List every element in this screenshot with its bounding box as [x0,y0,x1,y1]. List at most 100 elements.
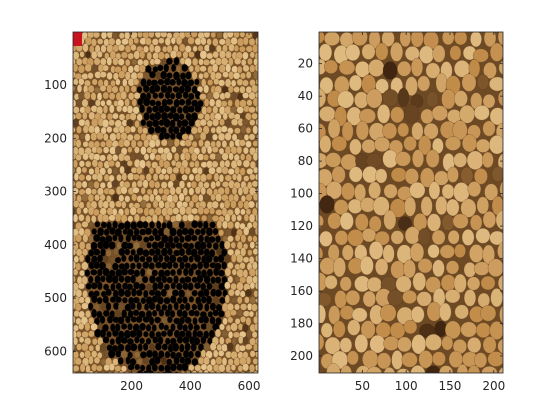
seed [205,227,214,237]
seed [126,160,133,167]
seed [90,92,97,101]
seed [170,282,177,290]
seed [224,294,230,304]
seed [239,32,246,38]
seed [475,322,491,339]
seed [340,365,353,373]
seed [142,220,149,229]
seed [81,248,89,256]
seed [228,152,234,161]
seed [435,196,448,216]
seed [227,99,233,107]
seed [173,152,180,162]
seed [85,282,92,290]
seed [319,135,332,154]
y-tick-label: 40 [298,89,313,103]
seed [106,330,112,338]
seed [191,234,198,242]
seed [254,173,258,181]
seed [227,235,234,243]
seed [107,167,113,175]
seed [78,160,85,168]
seed [206,241,213,249]
seed [152,92,159,100]
seed [93,356,101,364]
seed [212,38,219,47]
seed [395,151,411,167]
right-ticks: 50 100 150 200 20 40 60 80 100 120 140 160 180 200 [290,32,505,393]
seed [200,25,206,32]
seed [123,220,131,231]
seed [190,152,198,162]
seed [188,92,195,101]
seed [97,281,103,291]
seed [81,302,89,310]
seed [221,166,229,175]
seed [128,24,133,31]
seed [126,242,134,250]
seed [81,261,89,271]
seed [145,349,153,359]
seed [188,267,194,277]
seed [410,306,425,324]
seed [163,173,170,181]
seed [80,23,85,31]
seed [305,14,318,32]
seed [431,351,446,367]
seed [134,363,141,371]
seed [383,335,400,351]
seed [210,126,217,134]
seed [243,24,250,31]
seed [497,338,503,354]
seed [240,153,246,161]
seed [251,180,258,188]
seed [218,174,225,183]
seed [118,194,125,202]
seed [105,99,112,106]
seed [426,91,439,108]
seed [131,287,137,297]
seed [361,228,377,243]
seed [82,152,89,161]
seed [207,79,214,86]
seed [121,38,129,46]
seed [139,351,147,359]
seed [212,118,220,127]
seed [382,89,399,107]
seed [200,349,207,358]
seed [498,367,503,373]
seed [206,38,212,46]
seed [243,226,250,236]
seed [76,343,83,351]
seed [130,274,137,284]
seed [341,182,356,201]
seed [173,56,180,66]
seed [173,275,179,284]
seed [67,161,72,168]
seed [317,14,333,32]
seed [188,296,195,303]
seed [242,92,250,99]
seed [319,230,333,247]
seed [136,357,143,365]
seed [412,272,427,291]
seed [447,229,460,245]
seed [214,328,222,338]
seed [74,357,82,366]
seed [176,106,183,114]
x-tick-label: 200 [120,379,143,393]
seed [239,290,246,298]
seed [76,125,82,134]
seed [382,122,398,140]
seed [246,329,252,339]
seed [81,166,88,174]
seed [95,99,101,107]
seed [172,207,180,215]
seed [160,356,167,366]
seed [66,67,72,73]
seed [375,258,389,276]
seed [147,32,150,33]
seed [73,365,80,372]
seed [227,85,234,94]
